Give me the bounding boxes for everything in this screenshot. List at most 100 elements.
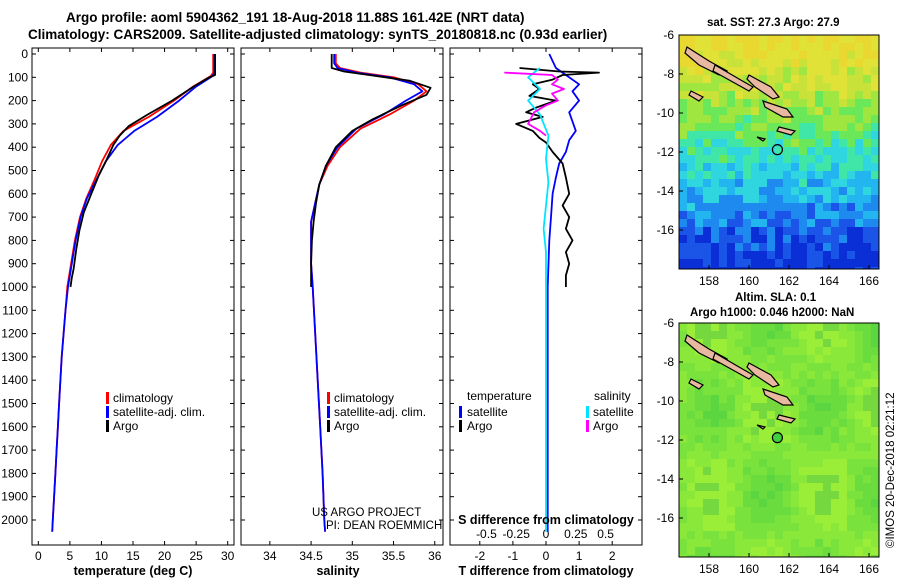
map-cell xyxy=(863,83,872,92)
map-cell xyxy=(695,155,704,164)
map-cell xyxy=(767,187,776,196)
map-cell xyxy=(775,507,784,516)
map-cell xyxy=(839,187,848,196)
map-cell xyxy=(719,259,728,268)
map-cell xyxy=(863,203,872,212)
map-cell xyxy=(863,59,872,68)
map-cell xyxy=(735,195,744,204)
map-cell xyxy=(823,107,832,116)
map-cell xyxy=(823,67,832,76)
map-cell xyxy=(871,451,879,460)
map-cell xyxy=(839,539,848,548)
map-cell xyxy=(839,507,848,516)
map-cell xyxy=(783,59,792,68)
map-y-tick-label: -14 xyxy=(657,472,675,486)
map-cell xyxy=(687,411,696,420)
map-cell xyxy=(735,179,744,188)
map-cell xyxy=(687,235,696,244)
map-cell xyxy=(767,507,776,516)
map-cell xyxy=(831,43,840,52)
map-cell xyxy=(719,483,728,492)
map-cell xyxy=(815,35,824,44)
island-shape xyxy=(712,64,754,92)
map-cell xyxy=(751,187,760,196)
map-cell xyxy=(775,139,784,148)
depth-tick-label: 1300 xyxy=(1,350,28,364)
map-cell xyxy=(727,451,736,460)
map-cell xyxy=(727,427,736,436)
map-cell xyxy=(695,211,704,220)
map-cell xyxy=(807,395,816,404)
map-cell xyxy=(815,499,824,508)
salinity-axis: 34 34.5 35 35.5 36 xyxy=(263,48,442,563)
s-tick-label: -0.5 xyxy=(476,527,497,541)
map-cell xyxy=(719,243,728,252)
legend-label-satellite: satellite-adj. clim. xyxy=(113,405,205,419)
map-cell xyxy=(695,403,704,412)
map-cell xyxy=(743,211,752,220)
map-cell xyxy=(855,59,864,68)
map-cell xyxy=(703,139,712,148)
map-cell xyxy=(687,147,696,156)
map-cell xyxy=(687,355,696,364)
map-cell xyxy=(775,547,784,556)
map-cell xyxy=(807,67,816,76)
map-cell xyxy=(855,523,864,532)
map-cell xyxy=(863,243,872,252)
map-cell xyxy=(855,91,864,100)
map-cell xyxy=(767,155,776,164)
map-cell xyxy=(687,331,696,340)
map-cell xyxy=(695,507,704,516)
map-cell xyxy=(799,515,808,524)
map-cell xyxy=(775,443,784,452)
map-cell xyxy=(727,251,736,260)
map-cell xyxy=(703,499,712,508)
map-cell xyxy=(871,211,879,220)
map-cell xyxy=(791,107,800,116)
map-cell xyxy=(823,267,832,269)
map-cell xyxy=(767,179,776,188)
map-cell xyxy=(815,123,824,132)
map-cell xyxy=(759,91,768,100)
map-cell xyxy=(743,171,752,180)
legend-swatch-s-satellite xyxy=(586,406,589,418)
map-cell xyxy=(783,51,792,60)
map-cell xyxy=(863,219,872,228)
map-cell xyxy=(743,67,752,76)
map-cell xyxy=(759,203,768,212)
map-cell xyxy=(791,539,800,548)
map-cell xyxy=(871,43,879,52)
map-cell xyxy=(855,115,864,124)
map-cell xyxy=(711,323,720,332)
map-cell xyxy=(815,203,824,212)
map-cell xyxy=(791,35,800,44)
map-cell xyxy=(687,467,696,476)
map-cell xyxy=(743,107,752,116)
sst-map-title: sat. SST: 27.3 Argo: 27.9 xyxy=(707,17,840,29)
legend-swatch-argo xyxy=(327,420,330,432)
map-cell xyxy=(823,163,832,172)
map-cell xyxy=(679,339,688,348)
map-y-tick-label: -16 xyxy=(657,511,675,525)
map-cell xyxy=(687,75,696,84)
map-cell xyxy=(847,491,856,500)
map-cell xyxy=(791,99,800,108)
map-cell xyxy=(847,251,856,260)
map-cell xyxy=(807,179,816,188)
map-cell xyxy=(687,371,696,380)
map-cell xyxy=(791,323,800,332)
series-line-argo xyxy=(69,54,217,288)
map-cell xyxy=(751,171,760,180)
map-cell xyxy=(703,155,712,164)
map-cell xyxy=(807,59,816,68)
map-cell xyxy=(743,411,752,420)
map-cell xyxy=(703,523,712,532)
map-cell xyxy=(855,451,864,460)
map-cell xyxy=(759,499,768,508)
map-cell xyxy=(751,323,760,332)
map-cell xyxy=(767,259,776,268)
map-cell xyxy=(767,427,776,436)
map-cell xyxy=(823,171,832,180)
depth-tick-label: 1500 xyxy=(1,397,28,411)
map-cell xyxy=(727,355,736,364)
